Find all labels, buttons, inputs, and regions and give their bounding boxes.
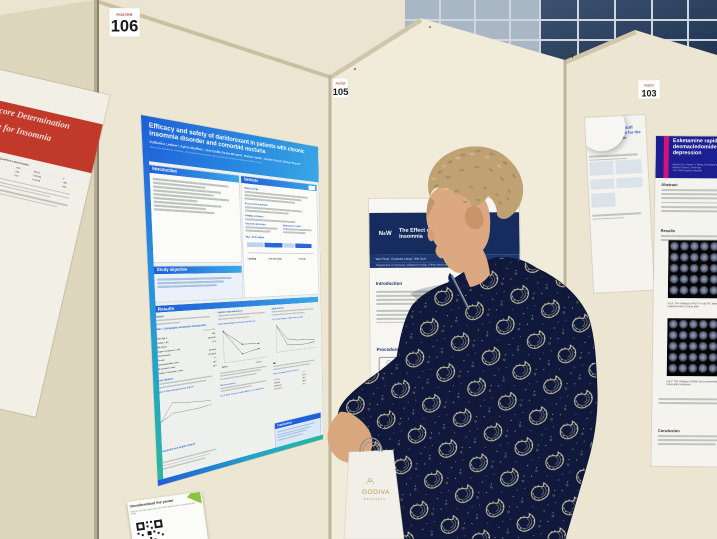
svg-text:GODIVA: GODIVA [362,489,390,496]
svg-text:BRUSSELS: BRUSSELS [364,497,386,501]
